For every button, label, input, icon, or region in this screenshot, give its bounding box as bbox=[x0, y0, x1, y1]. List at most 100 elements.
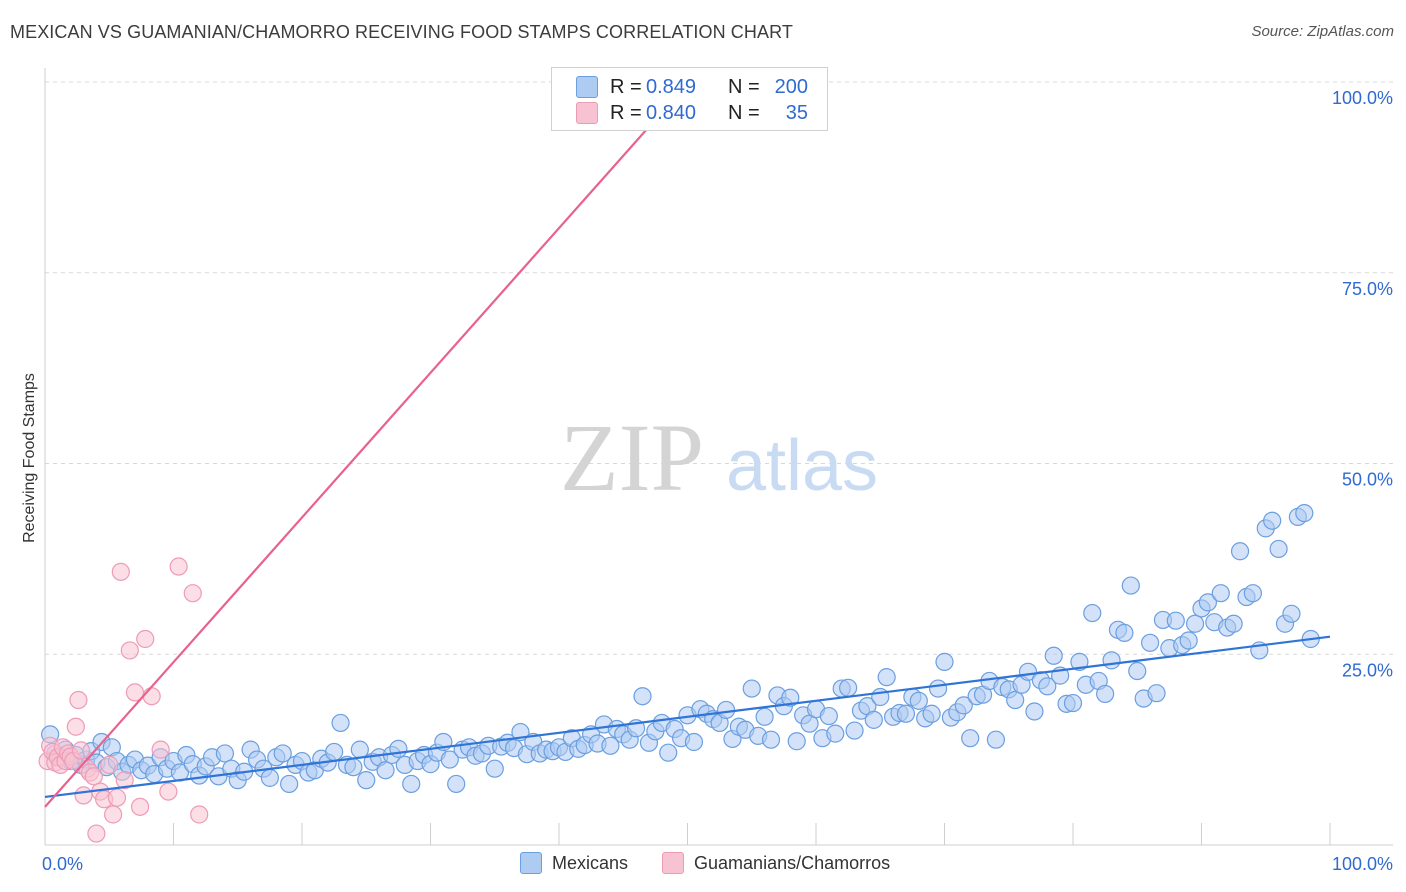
mexicans-point bbox=[935, 652, 954, 671]
watermark: ZIP atlas bbox=[560, 404, 878, 511]
tick-labels: 25.0% 50.0% 75.0% 100.0% 0.0% 100.0% bbox=[42, 88, 1393, 874]
mexicans-point bbox=[215, 744, 234, 763]
guamanians-point bbox=[115, 771, 134, 790]
guamanians-point bbox=[142, 687, 161, 706]
axes bbox=[44, 68, 1393, 846]
mexicans-point bbox=[928, 679, 948, 698]
mexicans-point bbox=[273, 744, 292, 763]
source-label: Source: ZipAtlas.com bbox=[1251, 23, 1394, 40]
mexicans-point bbox=[1263, 511, 1282, 530]
mexicans-point bbox=[1038, 677, 1057, 696]
mexicans-point bbox=[781, 688, 800, 707]
x-tick-label: 0.0% bbox=[42, 854, 83, 874]
grid-lines bbox=[45, 81, 1393, 655]
mexicans-point bbox=[839, 678, 858, 697]
guamanians-point bbox=[104, 805, 123, 824]
mexicans-point bbox=[1198, 593, 1218, 612]
legend: R = 0.849 N = 200 R = 0.840 N = 35 bbox=[551, 67, 828, 131]
mexicans-point bbox=[954, 696, 973, 715]
mexicans-point bbox=[260, 768, 279, 787]
mexicans-point bbox=[325, 742, 344, 762]
y-tick-label: 25.0% bbox=[1342, 660, 1393, 680]
mexicans-point bbox=[1070, 652, 1089, 671]
mexicans-point bbox=[877, 668, 896, 687]
y-tick-label: 75.0% bbox=[1342, 279, 1393, 299]
mexicans-point bbox=[1179, 631, 1198, 650]
guamanians-point bbox=[66, 717, 85, 736]
y-tick-label: 100.0% bbox=[1332, 88, 1393, 108]
chart-title: MEXICAN VS GUAMANIAN/CHAMORRO RECEIVING … bbox=[10, 22, 793, 42]
legend-n-label: N = bbox=[728, 101, 760, 124]
mexicans-point bbox=[331, 713, 350, 733]
mexicans-point bbox=[1269, 539, 1288, 559]
mexicans-point bbox=[1166, 611, 1185, 630]
mexicans-trend-line bbox=[44, 635, 1331, 799]
mexicans-point bbox=[376, 761, 395, 780]
guamanians-point bbox=[190, 805, 209, 824]
mexicans-point bbox=[1018, 662, 1038, 681]
mexicans-point bbox=[742, 679, 761, 698]
mexicans-point bbox=[659, 743, 678, 762]
mexicans-point bbox=[1211, 584, 1230, 603]
legend-label-mexicans: Mexicans bbox=[552, 852, 629, 873]
mexicans-point bbox=[1185, 614, 1205, 633]
legend-r-label: R = bbox=[610, 101, 642, 124]
mexicans-point bbox=[1115, 623, 1134, 642]
legend-item-guamanians: Guamanians/Chamorros bbox=[662, 852, 890, 874]
mexicans-point bbox=[1083, 603, 1102, 623]
mexicans-point bbox=[1243, 584, 1263, 603]
guamanians-point bbox=[183, 584, 202, 603]
legend-n-label: N = bbox=[728, 75, 760, 98]
mexicans-point bbox=[1102, 651, 1121, 670]
guamanians-trend-line bbox=[44, 81, 690, 808]
mexicans-point bbox=[1128, 661, 1147, 681]
legend-swatch-blue bbox=[576, 76, 598, 98]
trend-lines bbox=[44, 81, 1331, 808]
guamanians-point bbox=[107, 788, 127, 807]
guamanians-point bbox=[130, 797, 150, 816]
y-tick-label: 50.0% bbox=[1342, 470, 1393, 490]
mexicans-point bbox=[601, 736, 620, 755]
mexicans-point bbox=[755, 707, 774, 726]
mexicans-point bbox=[986, 730, 1006, 749]
mexicans-point bbox=[1121, 576, 1140, 595]
mexicans-points bbox=[41, 503, 1320, 794]
mexicans-point bbox=[922, 704, 941, 723]
guamanians-point bbox=[120, 641, 139, 660]
guamanians-point bbox=[71, 741, 91, 760]
mexicans-point bbox=[447, 774, 466, 794]
watermark-zip: ZIP bbox=[560, 404, 704, 511]
mexicans-point bbox=[1063, 693, 1083, 713]
mexicans-point bbox=[684, 732, 704, 752]
mexicans-point bbox=[961, 729, 980, 748]
legend-n-value: 35 bbox=[785, 101, 808, 124]
legend-row-guamanians: R = 0.840 N = 35 bbox=[576, 100, 808, 126]
mexicans-point bbox=[716, 700, 736, 720]
legend-swatch-blue bbox=[520, 852, 542, 874]
legend-r-value: 0.840 bbox=[646, 101, 697, 124]
mexicans-point bbox=[761, 730, 781, 749]
guamanians-point bbox=[159, 782, 178, 801]
mexicans-point bbox=[344, 758, 363, 777]
mexicans-point bbox=[402, 774, 421, 794]
mexicans-point bbox=[1230, 542, 1250, 561]
mexicans-point bbox=[350, 740, 369, 759]
guamanians-point bbox=[84, 767, 103, 786]
guamanians-point bbox=[87, 824, 106, 843]
mexicans-point bbox=[1006, 690, 1025, 710]
legend-swatch-pink bbox=[576, 102, 598, 124]
mexicans-point bbox=[357, 771, 376, 790]
watermark-atlas: atlas bbox=[726, 426, 878, 506]
legend-r-label: R = bbox=[610, 75, 642, 98]
mexicans-point bbox=[440, 750, 459, 769]
legend-n-value: 200 bbox=[774, 75, 808, 98]
guamanians-point bbox=[136, 629, 155, 649]
mexicans-point bbox=[1096, 684, 1115, 704]
bottom-legend: Mexicans Guamanians/Chamorros bbox=[520, 852, 924, 874]
mexicans-point bbox=[1044, 646, 1063, 665]
guamanians-point bbox=[111, 562, 130, 581]
guamanians-point bbox=[169, 557, 188, 576]
mexicans-point bbox=[845, 721, 864, 740]
mexicans-point bbox=[1025, 702, 1044, 721]
